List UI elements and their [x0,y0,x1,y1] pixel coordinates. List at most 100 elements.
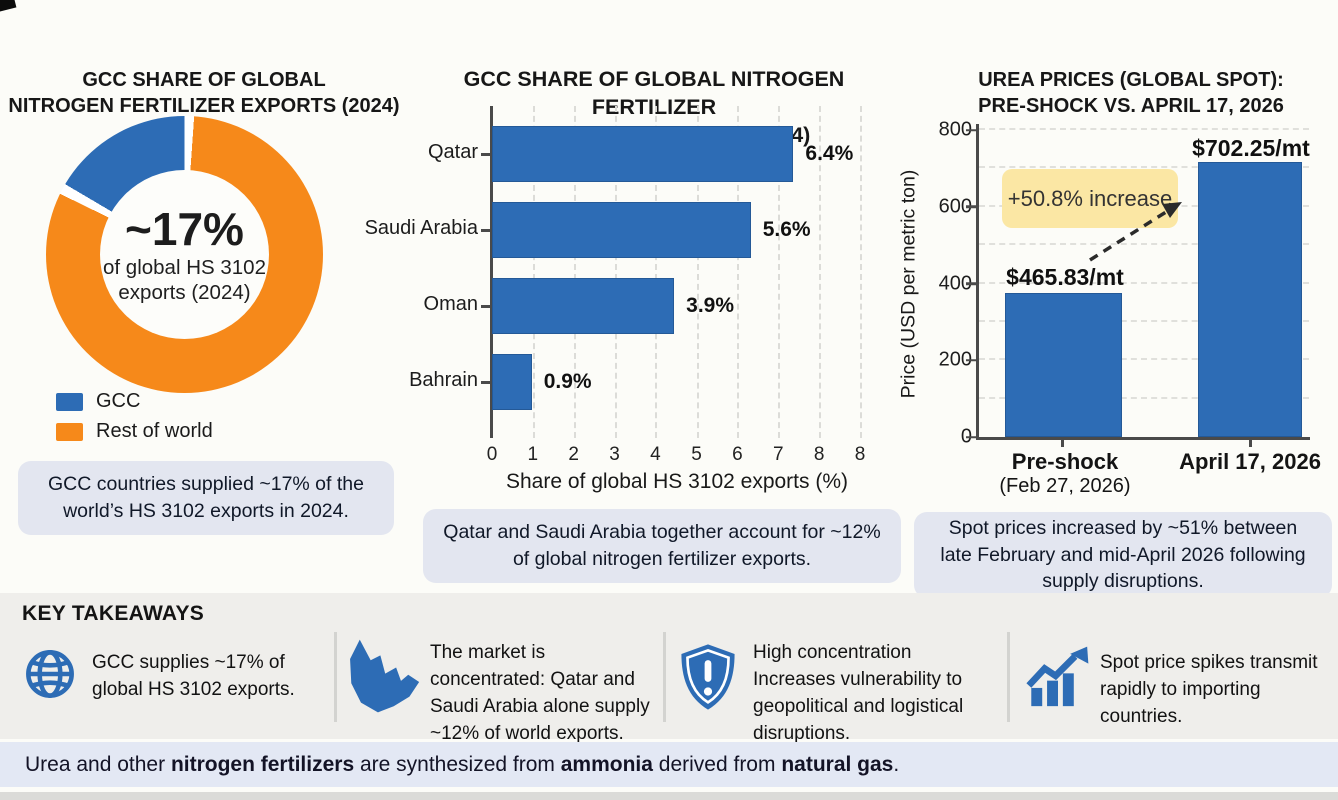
bar-oman: 3.9% [492,278,734,334]
corner-artifact-mark [0,0,17,13]
category-label-oman: Oman [423,293,478,315]
x-tick: 3 [609,444,620,465]
gridline [860,106,862,438]
footer-note: Urea and other nitrogen fertilizers are … [25,742,899,787]
y-tick-mark [966,359,976,362]
bar-value-qatar: 6.4% [805,142,854,165]
bar-value-oman: 3.9% [686,294,735,317]
x-tick: 8 [854,444,866,465]
price-x-label-pre-shock: Pre-shock (Feb 27, 2026) [975,449,1155,498]
bar-bahrain: 0.9% [492,354,592,410]
bar-april-17-2026 [1198,161,1302,437]
price-title-line1: UREA PRICES (GLOBAL SPOT): [978,68,1284,91]
donut-title-line2: NITROGEN FERTILIZER EXPORTS (2024) [8,94,400,117]
price-chart-y-ticks: 0 200 400 600 800 [922,119,972,448]
country-chart-x-axis-label: Share of global HS 3102 exports (%) [505,470,849,493]
x-tick: 6 [732,444,743,465]
footer-part-bold: natural gas [781,753,894,776]
arabian-peninsula-map-icon [350,639,420,713]
gridline [979,166,1309,169]
donut-caption: GCC countries supplied ~17% of the world… [18,461,394,535]
gridline [778,106,781,438]
footer-part: derived from [652,753,782,776]
footer-band: Urea and other nitrogen fertilizers are … [0,742,1338,787]
donut-center-label: ~17% of global HS 3102 exports (2024) [46,116,323,393]
gridline [696,106,699,438]
y-tick-mark [966,282,976,285]
category-label-qatar: Qatar [427,141,478,163]
rising-chart-icon [1026,646,1089,707]
takeaway-divider [1007,632,1010,722]
category-label-bahrain: Bahrain [409,369,478,391]
y-tick-mark [966,128,976,132]
increase-annotation: +50.8% increase [1002,169,1178,228]
price-bar-plot [979,128,1309,437]
y-tick: 800 [938,118,972,141]
key-takeaways-band [0,593,1338,739]
country-title-line1: GCC SHARE OF GLOBAL NITROGEN FERTILIZER [463,66,845,119]
footer-part-bold: nitrogen fertilizers [170,753,355,776]
price-chart-caption: Spot prices increased by ~51% between la… [914,512,1332,598]
price-x-label-april: April 17, 2026 [1152,449,1338,475]
bar-saudi-arabia: 5.6% [492,202,811,258]
april-label: April 17, 2026 [1179,449,1321,474]
gridline [573,106,576,438]
legend-item-gcc: GCC [56,390,213,413]
takeaway-divider [334,632,337,722]
x-tick: 1 [527,444,539,465]
increase-arrow-icon [1089,202,1182,262]
takeaway-text-4: Spot price spikes transmit rapidly to im… [1100,652,1318,727]
legend-swatch-rest-of-world [56,422,83,441]
price-chart-y-tick-marks [966,128,976,439]
x-tick-mark [1061,440,1064,447]
x-tick: 4 [650,444,661,465]
legend-item-rest-of-world: Rest of world [56,420,213,443]
x-tick: 2 [568,444,579,465]
globe-icon [26,650,74,698]
country-chart-caption: Qatar and Saudi Arabia together account … [423,509,901,583]
footer-part: Urea and other [25,753,171,776]
price-chart-y-axis-label: Price (USD per metric ton) [897,169,920,399]
category-tick [481,153,490,156]
y-tick: 200 [938,348,972,371]
legend-swatch-gcc [56,392,83,411]
category-label-saudi-arabia: Saudi Arabia [364,217,478,239]
donut-title-line1: GCC SHARE OF GLOBAL [82,68,326,91]
gridline [979,281,1309,284]
bar-value-saudi-arabia: 5.6% [762,218,811,241]
takeaway-text-3: High concentration Increases vulnerabili… [753,642,964,744]
key-takeaways-heading: KEY TAKEAWAYS [22,602,205,625]
bottom-strip [0,792,1338,800]
shield-alert-icon [681,644,735,710]
gridline [979,396,1309,399]
donut-subline1: of global HS 3102 [103,256,266,280]
gridline [979,128,1309,130]
x-tick: 8 [813,444,825,465]
gridline [655,106,658,438]
donut-hole [100,170,269,339]
takeaway-text-1: GCC supplies ~17% of global HS 3102 expo… [92,652,295,700]
y-tick: 400 [938,272,972,294]
gridline [614,106,617,438]
category-tick [481,305,490,308]
price-chart-title: UREA PRICES (GLOBAL SPOT): PRE-SHOCK VS.… [928,67,1334,119]
gridline [819,106,822,438]
price-title-line2: PRE-SHOCK VS. APRIL 17, 2026 [978,94,1284,117]
country-chart-y-axis-line [490,106,493,438]
donut-headline: ~17% [125,202,244,255]
price-chart-x-axis-line [976,437,1310,440]
increase-annotation-text: +50.8% increase [1007,185,1173,211]
gridline [532,106,535,438]
donut-legend: GCC Rest of world [56,390,213,443]
y-tick-mark [966,205,976,208]
x-tick-mark [1249,440,1252,447]
legend-label-rest-of-world: Rest of world [96,420,213,442]
legend-label-gcc: GCC [96,390,141,412]
pre-shock-sublabel: (Feb 27, 2026) [999,475,1131,497]
bar-qatar: 6.4% [492,126,853,182]
country-chart-x-ticks: 0 1 2 3 4 5 6 7 8 8 [487,444,866,466]
bar-value-bahrain: 0.9% [543,370,592,393]
x-tick: 5 [691,444,702,465]
country-bar-plot: 6.4% 5.6% 3.9% 0.9% [492,106,862,438]
gridline [737,106,740,438]
